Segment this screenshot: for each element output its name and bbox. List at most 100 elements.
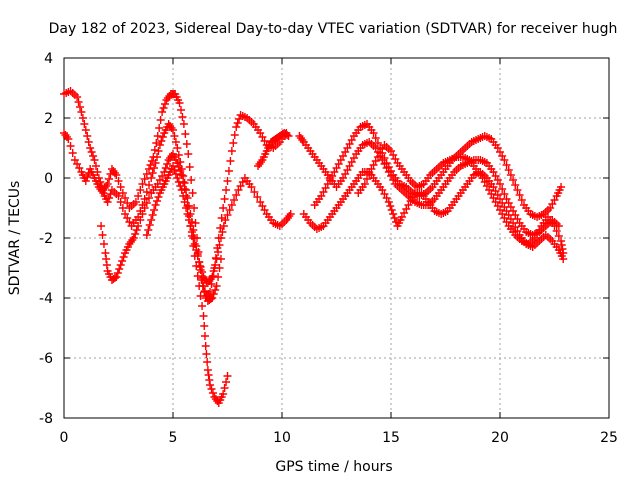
data-point (195, 258, 204, 266)
data-point (498, 185, 507, 193)
data-point (218, 228, 227, 236)
data-point (504, 166, 513, 174)
data-point (496, 180, 504, 188)
data-point (114, 177, 123, 185)
data-point (84, 138, 93, 146)
data-point (196, 263, 205, 271)
data-point (283, 131, 292, 139)
data-point (112, 273, 121, 281)
data-point (142, 199, 151, 207)
data-point (148, 211, 157, 219)
data-point (250, 188, 259, 196)
data-point (153, 153, 162, 161)
data-point (175, 99, 184, 107)
data-point (101, 249, 110, 257)
x-axis-label: GPS time / hours (275, 459, 392, 475)
data-point (150, 164, 159, 172)
data-point (225, 206, 234, 214)
data-point (142, 231, 151, 239)
data-point (155, 124, 164, 132)
data-point (227, 147, 236, 155)
data-point (154, 147, 163, 155)
data-point (200, 322, 209, 330)
data-point (223, 177, 232, 185)
data-point (180, 198, 189, 206)
data-point (145, 221, 154, 229)
data-point (105, 194, 114, 202)
data-point (161, 100, 170, 108)
data-point (177, 186, 186, 194)
data-point (185, 163, 194, 171)
data-point (207, 385, 216, 393)
data-point (145, 194, 154, 202)
data-point (66, 142, 75, 150)
data-point (152, 139, 161, 147)
data-point (142, 170, 151, 178)
data-point (115, 265, 124, 273)
data-point (171, 170, 180, 178)
data-point (181, 130, 190, 138)
data-point (176, 167, 185, 175)
data-point (363, 175, 372, 183)
data-point (559, 249, 568, 257)
axis-ticks: 0 5 10 15 20 25 -8 -6 -4 -2 0 2 4 (39, 51, 618, 446)
data-point (513, 186, 522, 194)
data-point (502, 161, 511, 169)
data-point (380, 154, 389, 162)
data-point (105, 175, 114, 183)
data-point (136, 216, 145, 224)
data-point (193, 252, 202, 260)
data-point (384, 198, 393, 206)
data-point (183, 210, 192, 218)
data-point (169, 126, 177, 134)
data-point (179, 192, 188, 200)
series-arc-5 (254, 129, 293, 170)
data-point (200, 287, 209, 295)
data-point (121, 194, 130, 202)
data-point (158, 133, 167, 141)
data-point (190, 204, 199, 212)
data-point (219, 390, 228, 398)
data-point (78, 114, 87, 122)
data-point (552, 227, 561, 235)
data-point (112, 171, 121, 179)
data-point (369, 129, 378, 137)
data-point (113, 269, 122, 277)
y-tick-label: 4 (44, 51, 53, 67)
y-tick-label: -6 (39, 351, 53, 367)
data-point (145, 181, 154, 189)
data-point (131, 230, 140, 238)
data-point (226, 157, 235, 165)
data-point (173, 159, 182, 167)
data-point (159, 104, 168, 112)
x-tick-label: 10 (273, 430, 291, 446)
data-point (198, 268, 207, 276)
x-tick-label: 20 (491, 430, 509, 446)
data-point (174, 178, 183, 186)
data-point (151, 159, 160, 167)
series-arc-6 (295, 132, 563, 239)
data-point (390, 214, 399, 222)
data-point (215, 241, 224, 249)
data-point (176, 182, 185, 190)
data-point (87, 148, 96, 156)
data-point (212, 282, 221, 290)
series-arc-7 (299, 168, 568, 263)
data-point (118, 204, 127, 212)
data-point (123, 199, 132, 207)
data-point (116, 198, 125, 206)
data-point (182, 204, 191, 212)
data-point (147, 174, 156, 182)
data-point (223, 372, 232, 380)
data-point (211, 286, 220, 294)
data-point (140, 175, 149, 183)
data-point (98, 231, 107, 239)
data-point (114, 192, 123, 200)
data-point (118, 257, 127, 265)
data-point (208, 389, 217, 397)
data-point (156, 116, 165, 124)
data-point (103, 198, 112, 206)
data-point (195, 282, 204, 290)
data-point (102, 255, 111, 263)
data-point (557, 237, 566, 245)
